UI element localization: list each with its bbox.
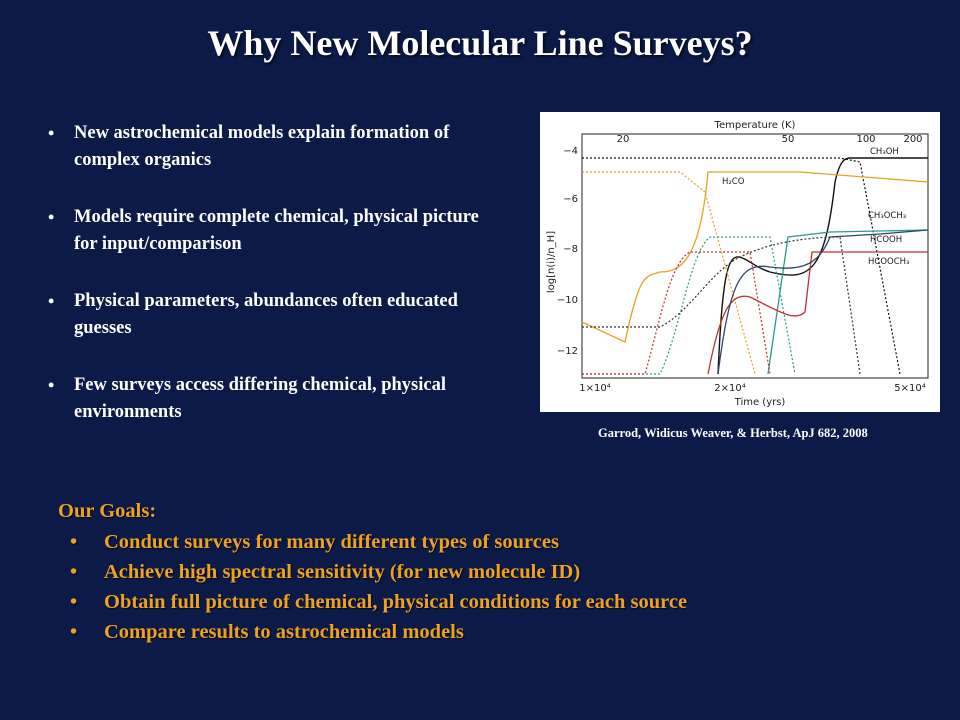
bullet-item: • Physical parameters, abundances often e…	[46, 288, 486, 342]
bullet-text: Models require complete chemical, physic…	[74, 207, 479, 254]
bullet-dot: •	[70, 591, 78, 613]
x-axis-label: Time (yrs)	[734, 397, 786, 408]
y-axis-label: log[n(i)/n_H]	[546, 231, 557, 293]
curve-ch3oh-solid	[717, 157, 928, 375]
y-tick-label: −8	[563, 244, 578, 255]
bullet-text: Few surveys access differing chemical, p…	[74, 375, 446, 422]
series-label: HCOOCH₃	[868, 257, 909, 267]
x-tick-label: 1×10⁴	[579, 383, 610, 394]
bullet-list: • New astrochemical models explain format…	[46, 120, 486, 456]
curve-ch3och3-dotted	[582, 236, 861, 375]
top-tick-label: 20	[617, 134, 630, 145]
series-label: H₂CO	[722, 177, 745, 187]
series-label: HCOOH	[870, 235, 902, 245]
goal-text: Obtain full picture of chemical, physica…	[104, 591, 688, 613]
bullet-item: • Models require complete chemical, physi…	[46, 204, 486, 258]
curve-h2co-solid	[581, 171, 929, 343]
bullet-dot: •	[70, 621, 78, 643]
curve-hcooh-solid	[767, 229, 929, 375]
goal-text: Conduct surveys for many different types…	[104, 531, 559, 553]
y-tick-label: −4	[563, 146, 578, 157]
curve-hcoocho3-solid	[707, 251, 928, 375]
goals-section: Our Goals: • Conduct surveys for many dif…	[58, 500, 938, 647]
bullet-item: • New astrochemical models explain format…	[46, 120, 486, 174]
bullet-dot: •	[70, 561, 78, 583]
goal-text: Achieve high spectral sensitivity (for n…	[104, 561, 581, 583]
bullet-item: • Few surveys access differing chemical, …	[46, 372, 486, 426]
goal-item: • Achieve high spectral sensitivity (for …	[58, 557, 938, 587]
curve-hcooh-dotted	[582, 236, 796, 375]
curve-h2co-dotted	[582, 171, 756, 375]
bullet-dot: •	[48, 123, 55, 143]
top-tick-label: 50	[782, 134, 795, 145]
goal-item: • Obtain full picture of chemical, physic…	[58, 587, 938, 617]
bullet-dot: •	[48, 207, 55, 227]
curve-ch3oh-dotted	[582, 157, 901, 375]
x-tick-label: 2×10⁴	[714, 383, 745, 394]
y-tick-label: −10	[557, 295, 578, 306]
y-tick-label: −12	[557, 346, 578, 357]
curve-hcoocho3-dotted	[582, 251, 771, 375]
goal-item: • Conduct surveys for many different type…	[58, 527, 938, 557]
goals-list: • Conduct surveys for many different type…	[58, 527, 938, 647]
bullet-dot: •	[48, 375, 55, 395]
bullet-text: Physical parameters, abundances often ed…	[74, 291, 458, 338]
plot-frame	[581, 133, 929, 379]
y-tick-label: −6	[563, 194, 578, 205]
top-tick-label: 200	[903, 134, 922, 145]
series-label: CH₃OH	[870, 147, 899, 157]
bullet-text: New astrochemical models explain formati…	[74, 123, 450, 170]
top-axis-label: Temperature (K)	[714, 120, 796, 131]
curve-ch3och3-solid	[717, 229, 929, 375]
goal-item: • Compare results to astrochemical models	[58, 617, 938, 647]
chart-svg: Temperature (K) 20 50 100 200 −4 −6 −8 −…	[546, 120, 929, 408]
abundance-chart: Temperature (K) 20 50 100 200 −4 −6 −8 −…	[540, 112, 940, 412]
figure-caption: Garrod, Widicus Weaver, & Herbst, ApJ 68…	[598, 426, 868, 440]
bullet-dot: •	[70, 531, 78, 553]
x-tick-label: 5×10⁴	[894, 383, 925, 394]
bullet-dot: •	[48, 291, 55, 311]
goal-text: Compare results to astrochemical models	[104, 621, 464, 643]
series-label: CH₃OCH₃	[868, 211, 906, 221]
slide-title: Why New Molecular Line Surveys?	[207, 23, 753, 63]
goals-heading: Our Goals:	[58, 500, 157, 522]
top-tick-label: 100	[856, 134, 875, 145]
